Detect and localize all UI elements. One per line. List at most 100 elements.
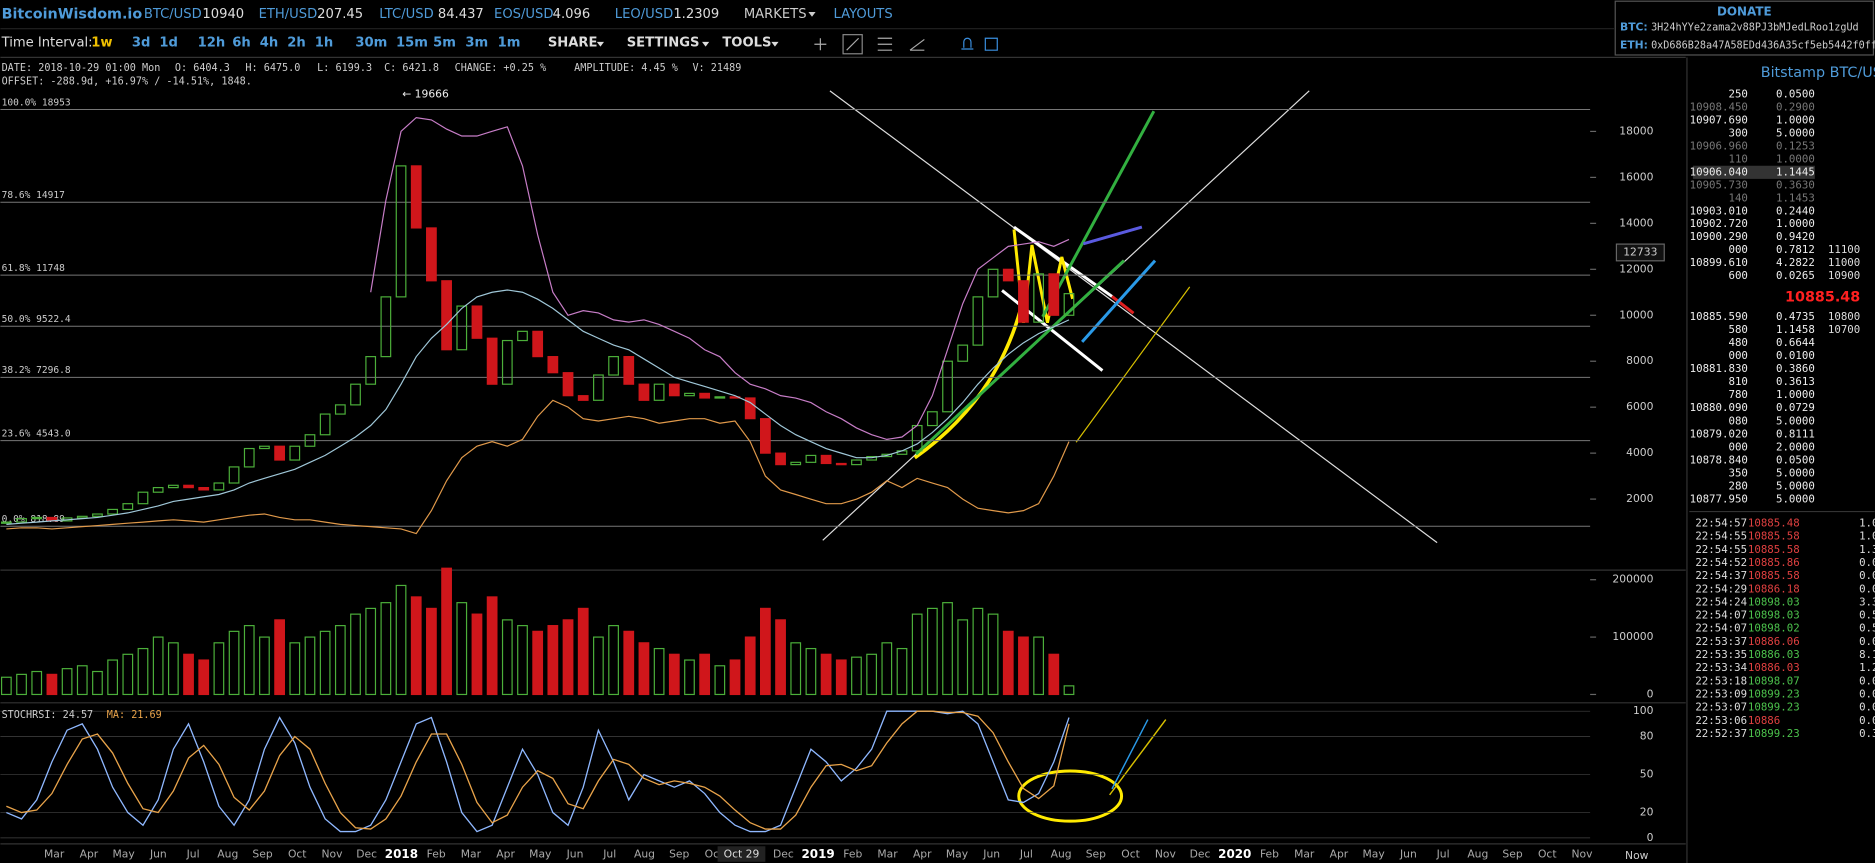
orderbook-cell: 1.1453 — [1776, 191, 1815, 204]
toolbar-label: Time Interval: — [1, 36, 93, 51]
interval-button[interactable]: 4h — [260, 36, 278, 51]
interval-button[interactable]: 1d — [159, 36, 178, 51]
trendline — [1082, 225, 1143, 246]
angle-icon[interactable] — [909, 38, 925, 51]
volume-bar — [0, 676, 12, 696]
trade-cell: 10898.03 — [1748, 595, 1800, 608]
interval-button[interactable]: 3m — [465, 36, 488, 51]
orderbook-cell: 10900.290 — [1690, 230, 1748, 243]
x-tick-label: Jul — [1019, 848, 1033, 861]
candle — [76, 515, 88, 519]
candle — [426, 227, 437, 282]
fib-label: 100.0% 18953 — [2, 97, 71, 108]
overlay-line — [6, 289, 1070, 525]
orderbook-cell: 810 — [1728, 375, 1747, 388]
line-tool-icon[interactable] — [842, 34, 863, 55]
fib-pct: 78.6% — [2, 190, 31, 201]
volume-bar — [759, 607, 771, 696]
price-tag: 12733 — [1623, 245, 1657, 258]
trade-cell: 10885.58 — [1748, 530, 1800, 543]
orderbook-cell: 10905.730 — [1690, 178, 1748, 191]
candle — [152, 487, 164, 493]
volume-bar — [213, 642, 225, 696]
toolbar-menu[interactable]: TOOLS — [722, 36, 771, 51]
orderbook-cell: 300 — [1728, 126, 1747, 139]
x-tick-label: Jun — [982, 848, 1000, 861]
x-tick-label: Sep — [1086, 848, 1106, 861]
orderbook-cell: 10907.690 — [1690, 113, 1748, 126]
ticker-price: 84.437 — [438, 7, 484, 22]
candle — [851, 459, 862, 466]
orderbook-cell: 0.1253 — [1776, 139, 1815, 152]
trade-cell: 1.0 — [1859, 517, 1875, 530]
interval-button[interactable]: 30m — [355, 36, 387, 51]
orderbook-cell: 10900 — [1828, 269, 1860, 282]
ticker-pair[interactable]: LEO/USD — [615, 7, 673, 22]
interval-button[interactable]: 12h — [198, 36, 226, 51]
orderbook-cell: 0.4735 — [1776, 310, 1815, 323]
candle — [410, 165, 422, 229]
interval-button[interactable]: 1w — [91, 36, 112, 51]
ticker-pair[interactable]: EOS/USD — [494, 7, 553, 22]
candle — [365, 356, 377, 385]
x-tick-label: Oct — [1121, 848, 1140, 861]
interval-button[interactable]: 1h — [315, 36, 333, 51]
orderbook-cell: 280 — [1728, 480, 1747, 493]
interval-button[interactable]: 6h — [232, 36, 250, 51]
volume-bar — [76, 665, 88, 696]
alert-icon[interactable] — [961, 37, 974, 50]
y-tick-label: 0 — [1647, 831, 1654, 844]
y-tick-label: 50 — [1640, 768, 1654, 781]
volume-bar — [972, 607, 984, 696]
interval-button[interactable]: 1m — [498, 36, 521, 51]
x-tick-label: Jun — [1399, 848, 1417, 861]
toolbar-menu[interactable]: SHARE — [548, 36, 598, 51]
trade-cell: 22:54:07 — [1695, 609, 1747, 622]
candle — [577, 395, 589, 401]
interval-button[interactable]: 3d — [132, 36, 151, 51]
x-tick-label: May — [1363, 848, 1386, 861]
trade-cell: 10899.23 — [1748, 727, 1800, 740]
volume-bar — [547, 625, 559, 696]
y-tick-label: 12000 — [1619, 262, 1653, 275]
volume-bar — [334, 625, 346, 696]
ticker-pair[interactable]: BTC/USD — [144, 7, 202, 22]
orderbook-cell: 000 — [1728, 243, 1747, 256]
volume-bar — [122, 653, 134, 696]
trendline — [1109, 719, 1167, 796]
ticker-pair[interactable]: LTC/USD — [379, 7, 433, 22]
toolbar-menu[interactable]: SETTINGS — [627, 36, 700, 51]
x-tick-label: Apr — [913, 848, 932, 861]
volume-bar — [593, 636, 604, 696]
overlay-line — [370, 116, 1070, 441]
fib-icon[interactable] — [877, 37, 893, 51]
orderbook-cell: 1.0000 — [1776, 152, 1815, 165]
volume-bar — [274, 619, 285, 696]
volume-bar — [501, 619, 513, 696]
interval-button[interactable]: 15m — [396, 36, 428, 51]
volume-bar — [577, 607, 589, 696]
fib-value: 14917 — [36, 190, 65, 201]
orderbook-cell: 080 — [1728, 414, 1747, 427]
candle — [790, 461, 802, 466]
y-tick-label: 10000 — [1619, 308, 1653, 321]
fullscreen-icon[interactable] — [984, 37, 998, 51]
orderbook-cell: 5.0000 — [1776, 480, 1815, 493]
volume-bar — [471, 613, 483, 696]
interval-button[interactable]: 2h — [287, 36, 305, 51]
orderbook-cell: 1.0000 — [1776, 388, 1815, 401]
x-tick-label: Nov — [1572, 848, 1594, 861]
fib-value: 4543.0 — [36, 428, 71, 439]
crosshair-icon[interactable] — [814, 38, 827, 51]
menu[interactable]: LAYOUTS — [834, 7, 893, 22]
x-tick-label: Aug — [634, 848, 655, 861]
x-tick-label: Mar — [1294, 848, 1315, 861]
trade-cell: 8.1 — [1859, 648, 1875, 661]
candle — [638, 383, 650, 401]
info-item: L: 6199.3 — [317, 63, 372, 74]
interval-button[interactable]: 5m — [433, 36, 456, 51]
fib-value: 11748 — [36, 262, 65, 273]
menu[interactable]: MARKETS — [744, 7, 807, 22]
ticker-pair[interactable]: ETH/USD — [259, 7, 318, 22]
volume-bar — [866, 653, 878, 696]
